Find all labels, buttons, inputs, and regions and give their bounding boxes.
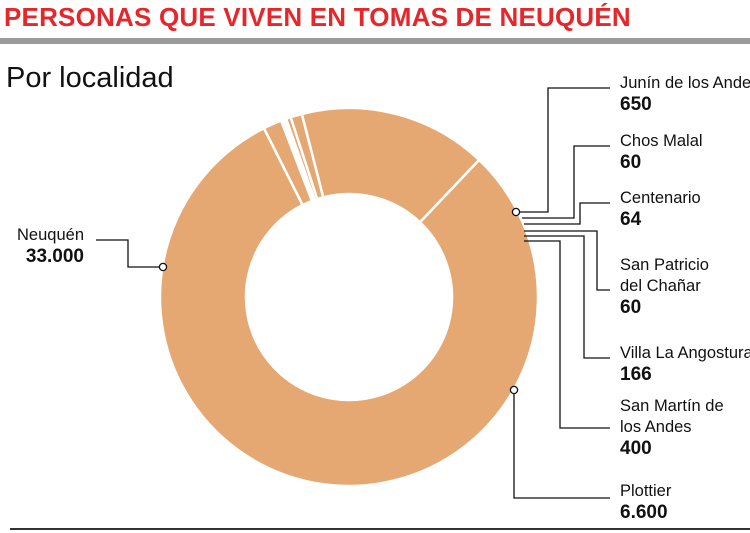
- label-name-junin-de-los-andes: Junín de los Andes: [620, 74, 750, 92]
- donut-slices: [158, 106, 540, 488]
- label-value-villa-la-angostura: 166: [620, 364, 652, 385]
- label-name-neuquen: Neuquén: [17, 226, 84, 244]
- label-value-chos-malal: 60: [620, 152, 641, 173]
- leader-dot-junin-de-los-andes: [511, 207, 521, 217]
- label-name-san-patricio-del-chanar-2: del Chañar: [620, 277, 701, 295]
- label-value-junin-de-los-andes: 650: [620, 94, 652, 115]
- leader-villa-la-angostura: [524, 235, 610, 359]
- label-name-centenario: Centenario: [620, 189, 701, 207]
- label-value-neuquen: 33.000: [26, 246, 84, 267]
- label-name-chos-malal: Chos Malal: [620, 132, 703, 150]
- leader-dot-plottier: [509, 385, 519, 395]
- label-value-plottier: 6.600: [620, 502, 668, 523]
- chart-title: PERSONAS QUE VIVEN EN TOMAS DE NEUQUÉN: [4, 2, 631, 32]
- label-name-san-martin-de-los-andes-2: los Andes: [620, 418, 692, 436]
- label-value-san-martin-de-los-andes: 400: [620, 438, 652, 459]
- leader-san-patricio-del-chanar: [524, 230, 610, 291]
- leader-dot-neuquen: [158, 262, 168, 272]
- slice-plottier: [300, 106, 481, 224]
- slice-neuquen: [158, 126, 540, 488]
- leader-san-martin-de-los-andes: [524, 240, 610, 429]
- label-value-centenario: 64: [620, 209, 642, 230]
- leader-centenario: [524, 202, 610, 225]
- label-name-san-martin-de-los-andes-1: San Martín de: [620, 397, 724, 415]
- leader-neuquen: [96, 239, 163, 268]
- label-name-villa-la-angostura: Villa La Angostura: [620, 344, 750, 362]
- label-value-san-patricio-del-chanar: 60: [620, 297, 641, 318]
- leader-chos-malal: [522, 145, 610, 219]
- slice-labels: Neuquén 33.000 Junín de los Andes 650 Chos M…: [17, 74, 750, 523]
- label-name-san-patricio-del-chanar-1: San Patricio: [620, 256, 709, 274]
- title-rule: [0, 38, 750, 44]
- leader-lines: [96, 87, 610, 499]
- leader-plottier: [513, 390, 610, 499]
- label-name-plottier: Plottier: [620, 482, 672, 500]
- leader-junin-de-los-andes: [516, 87, 610, 213]
- bottom-rule: [10, 528, 750, 530]
- chart-subtitle: Por localidad: [6, 62, 174, 94]
